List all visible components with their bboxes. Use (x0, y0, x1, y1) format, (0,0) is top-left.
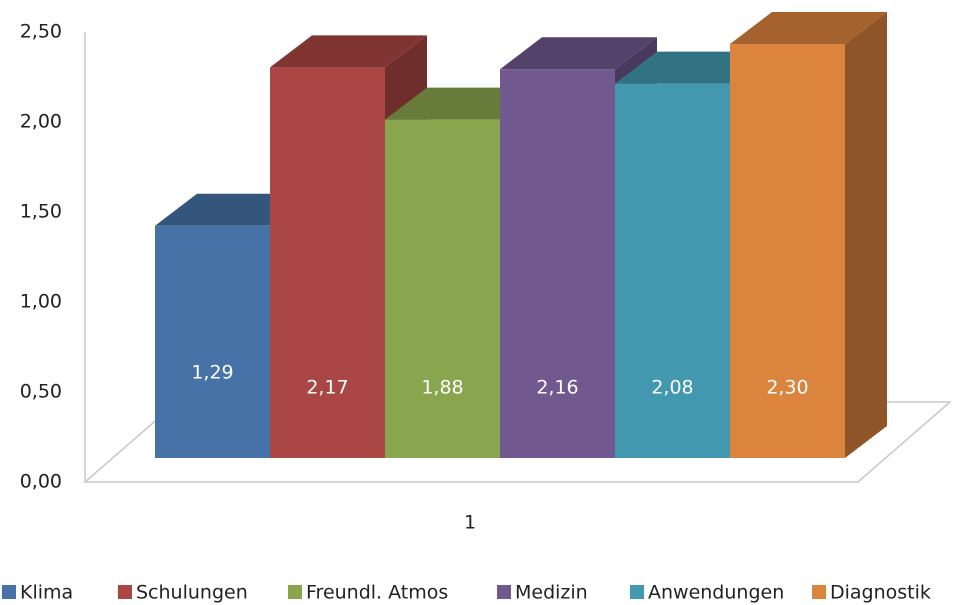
value-label: 1,29 (191, 362, 233, 384)
value-label: 2,17 (306, 377, 348, 399)
y-tick-label: 0,50 (20, 381, 62, 403)
bar (615, 83, 730, 458)
legend-swatch (497, 585, 511, 599)
y-tick-label: 2,50 (20, 21, 62, 43)
y-tick-label: 1,50 (20, 201, 62, 223)
legend-label: Klima (20, 582, 73, 604)
bar-top (270, 35, 427, 68)
bar (500, 69, 615, 458)
y-tick-label: 0,00 (20, 471, 62, 493)
bar (385, 119, 500, 458)
legend-label: Anwendungen (648, 582, 784, 604)
bar-top (730, 12, 887, 44)
bar-top (500, 37, 657, 70)
legend-label: Medizin (515, 582, 588, 604)
value-label: 2,16 (536, 377, 578, 399)
legend-label: Diagnostik (830, 582, 931, 604)
legend-label: Schulungen (136, 582, 248, 604)
legend-swatch (812, 585, 826, 599)
bar (155, 225, 270, 458)
legend-label: Freundl. Atmos (306, 582, 448, 604)
bar (730, 44, 845, 458)
value-label: 2,30 (766, 377, 808, 399)
value-label: 1,88 (421, 377, 463, 399)
bar-side (845, 12, 887, 458)
legend-swatch (630, 585, 644, 599)
legend-swatch (2, 585, 16, 599)
y-tick-label: 2,00 (20, 111, 62, 133)
y-tick-label: 1,00 (20, 291, 62, 313)
legend-swatch (288, 585, 302, 599)
floor (82, 401, 953, 483)
x-tick-label: 1 (464, 512, 476, 534)
value-label: 2,08 (651, 377, 693, 399)
legend-swatch (118, 585, 132, 599)
bar (270, 67, 385, 459)
